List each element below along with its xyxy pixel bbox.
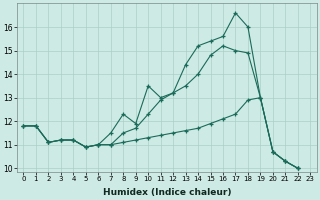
X-axis label: Humidex (Indice chaleur): Humidex (Indice chaleur) [103, 188, 231, 197]
